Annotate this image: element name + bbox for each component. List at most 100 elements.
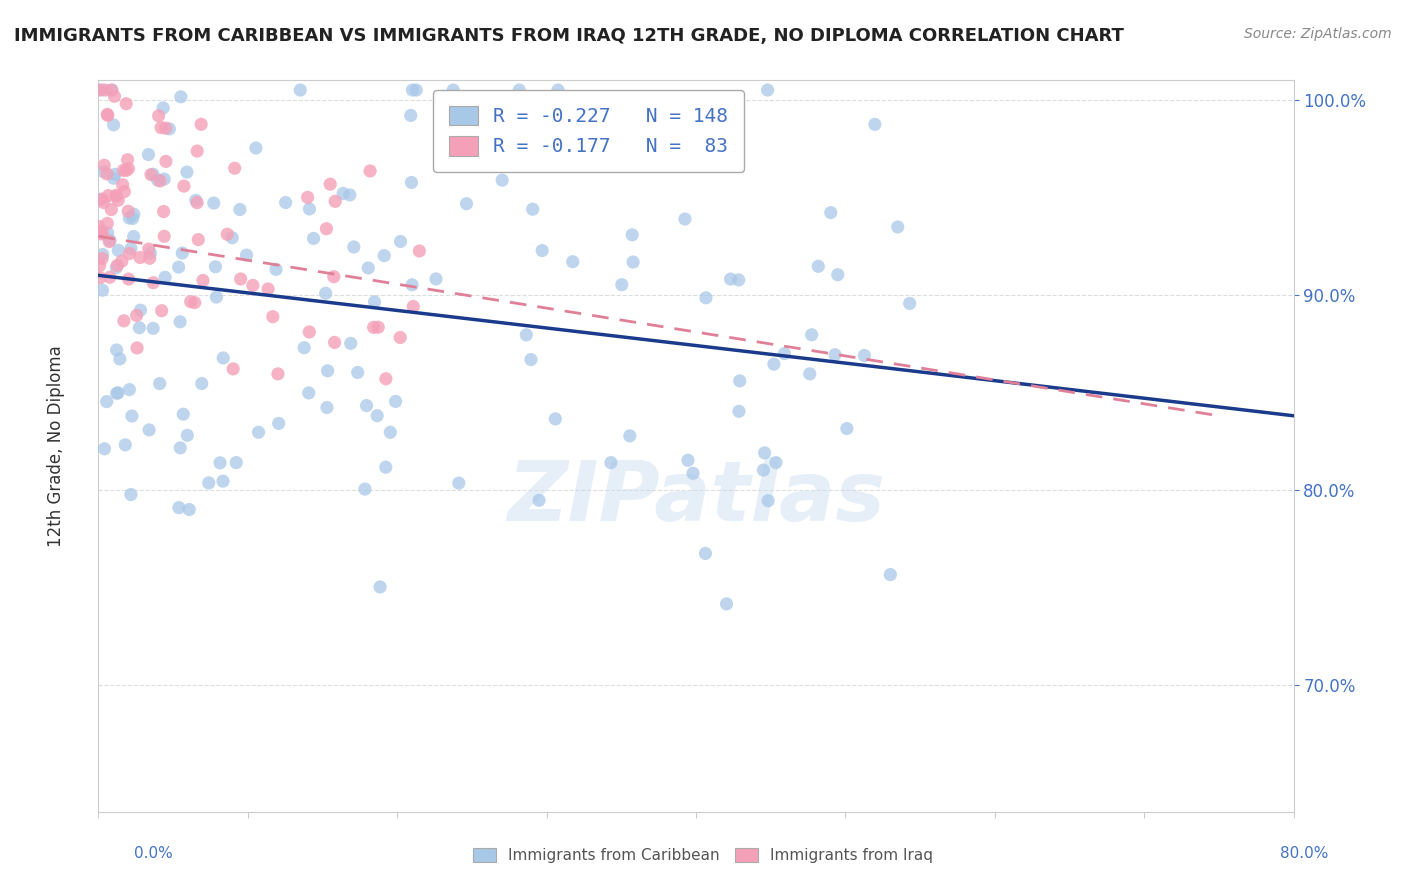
Point — [89, 270, 111, 285]
Point — [103, 118, 125, 132]
Point — [727, 273, 749, 287]
Point — [117, 204, 139, 219]
Point — [138, 242, 160, 256]
Point — [264, 262, 287, 277]
Point — [129, 251, 152, 265]
Point — [898, 296, 921, 310]
Point — [257, 282, 280, 296]
Text: ZIPatlas: ZIPatlas — [508, 457, 884, 538]
Point — [212, 351, 235, 365]
Point — [139, 246, 162, 260]
Point — [363, 294, 385, 309]
Point — [800, 327, 823, 342]
Point — [402, 300, 425, 314]
Point — [202, 196, 225, 211]
Point — [368, 580, 391, 594]
Point — [773, 346, 796, 360]
Point — [107, 244, 129, 258]
Point — [356, 399, 378, 413]
Point — [544, 412, 567, 426]
Point — [531, 244, 554, 258]
Point — [111, 254, 134, 268]
Point — [399, 108, 422, 122]
Point — [125, 341, 148, 355]
Point — [346, 366, 368, 380]
Point — [186, 195, 208, 210]
Point — [176, 165, 198, 179]
Point — [96, 167, 118, 181]
Point — [799, 367, 821, 381]
Point — [315, 286, 337, 301]
Point — [108, 351, 131, 366]
Point — [98, 235, 121, 249]
Point — [343, 240, 366, 254]
Point — [824, 348, 846, 362]
Point — [515, 327, 537, 342]
Point — [682, 467, 704, 481]
Point — [374, 460, 396, 475]
Point — [863, 117, 886, 131]
Point — [186, 144, 208, 158]
Point — [112, 314, 135, 328]
Point — [111, 178, 134, 192]
Point — [600, 456, 623, 470]
Point — [138, 252, 160, 266]
Point — [87, 83, 110, 97]
Point — [187, 233, 209, 247]
Point — [621, 255, 644, 269]
Point — [316, 401, 339, 415]
Point — [354, 482, 377, 496]
Point — [98, 234, 121, 248]
Point — [384, 394, 406, 409]
Point — [105, 386, 128, 401]
Point — [720, 272, 742, 286]
Point — [456, 158, 478, 172]
Point — [93, 195, 115, 210]
Point — [886, 219, 908, 234]
Point — [103, 89, 125, 103]
Point — [149, 174, 172, 188]
Point — [673, 212, 696, 227]
Point — [176, 428, 198, 442]
Point — [212, 474, 235, 488]
Point — [101, 83, 124, 97]
Point — [94, 83, 117, 97]
Point — [91, 247, 114, 261]
Point — [107, 385, 129, 400]
Point — [105, 259, 128, 273]
Point — [128, 320, 150, 334]
Point — [184, 194, 207, 208]
Point — [105, 343, 128, 357]
Point — [835, 421, 858, 435]
Point — [121, 409, 143, 423]
Point — [765, 456, 787, 470]
Point — [401, 83, 423, 97]
Point — [91, 192, 114, 206]
Point — [322, 269, 344, 284]
Point — [522, 202, 544, 217]
Point — [129, 303, 152, 318]
Point — [298, 386, 321, 401]
Point — [762, 357, 785, 371]
Point — [153, 172, 176, 186]
Point — [225, 456, 247, 470]
Point — [117, 161, 139, 176]
Point — [297, 190, 319, 204]
Point — [112, 163, 135, 178]
Point — [89, 224, 111, 238]
Point — [142, 321, 165, 335]
Point — [221, 230, 243, 244]
Point — [547, 83, 569, 97]
Point — [153, 270, 176, 285]
Point — [302, 231, 325, 245]
Point — [380, 425, 402, 440]
Text: Source: ZipAtlas.com: Source: ZipAtlas.com — [1244, 27, 1392, 41]
Point — [155, 121, 177, 136]
Point — [510, 146, 533, 161]
Point — [100, 83, 122, 97]
Point — [149, 376, 172, 391]
Point — [96, 394, 118, 409]
Point — [142, 167, 165, 181]
Point — [205, 290, 228, 304]
Point — [150, 303, 173, 318]
